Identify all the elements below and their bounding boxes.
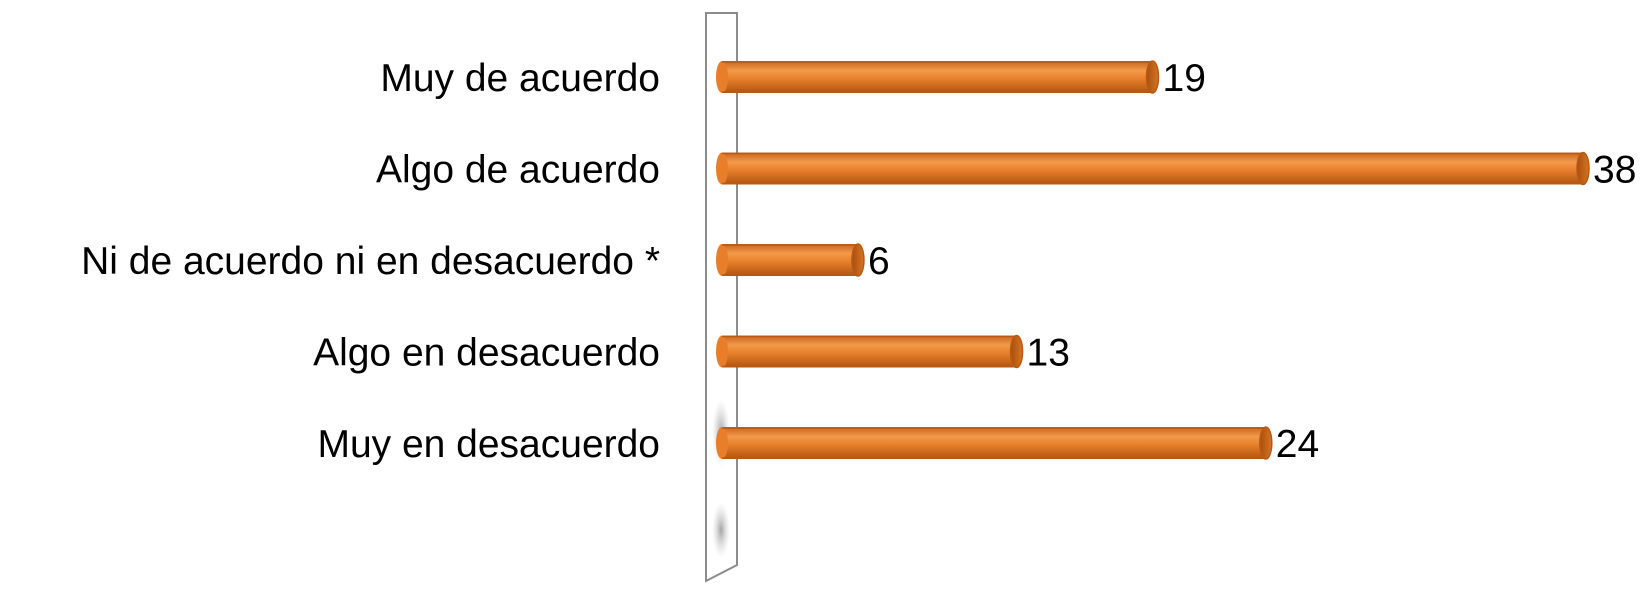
category-label: Algo de acuerdo bbox=[376, 149, 660, 192]
category-label: Muy en desacuerdo bbox=[317, 423, 660, 466]
axis-wall bbox=[705, 12, 738, 583]
bar-start-cap bbox=[716, 244, 728, 276]
bar-start-cap bbox=[716, 427, 728, 459]
bar-end-cap bbox=[1259, 426, 1273, 460]
data-label: 13 bbox=[1027, 332, 1070, 375]
bar bbox=[716, 426, 1273, 460]
bar-end-cap bbox=[851, 243, 865, 277]
bar-start-cap bbox=[716, 335, 728, 368]
bar-body bbox=[722, 427, 1266, 459]
data-label: 6 bbox=[868, 240, 890, 283]
bar bbox=[716, 243, 865, 277]
bar-start-cap bbox=[716, 152, 728, 185]
category-label: Ni de acuerdo ni en desacuerdo * bbox=[81, 240, 660, 283]
bar bbox=[716, 60, 1160, 94]
data-label: 38 bbox=[1593, 149, 1636, 192]
bar-end-cap bbox=[1009, 334, 1024, 369]
bar-body bbox=[722, 244, 858, 276]
bar-body bbox=[722, 61, 1153, 93]
bar bbox=[716, 334, 1024, 369]
wall-shadow bbox=[712, 502, 730, 558]
data-label: 24 bbox=[1276, 423, 1319, 466]
bar-body bbox=[722, 335, 1017, 368]
bar bbox=[716, 151, 1590, 186]
bar-start-cap bbox=[716, 61, 728, 93]
category-label: Algo en desacuerdo bbox=[313, 332, 660, 375]
category-label: Muy de acuerdo bbox=[380, 57, 660, 100]
bar-body bbox=[722, 152, 1583, 185]
data-label: 19 bbox=[1163, 57, 1206, 100]
bar-end-cap bbox=[1145, 60, 1160, 94]
bar-end-cap bbox=[1576, 151, 1590, 186]
